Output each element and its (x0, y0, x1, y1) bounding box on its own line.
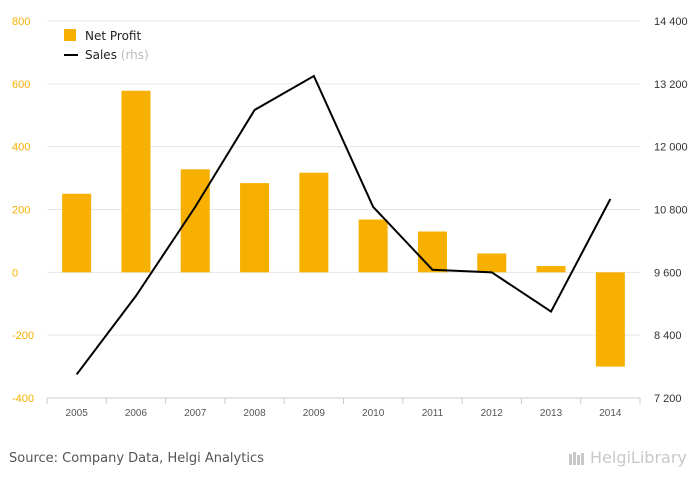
x-tick-label: 2008 (243, 408, 266, 419)
legend-rhs-suffix: (rhs) (121, 48, 149, 62)
right-tick-label: 10 800 (654, 205, 688, 217)
helgi-library-logo: HelgiLibrary (568, 448, 687, 467)
bar-net-profit (240, 183, 270, 273)
x-tick-label: 2012 (481, 408, 504, 419)
bar-net-profit (477, 253, 507, 273)
legend: Net Profit Sales (rhs) (64, 29, 149, 62)
logo-text: HelgiLibrary (590, 448, 687, 467)
legend-sales-label: Sales (rhs) (85, 48, 149, 62)
right-axis: 7 200 8 400 9 600 10 800 12 000 13 200 14 400 (654, 16, 688, 405)
legend-net-profit-label: Net Profit (85, 29, 141, 43)
right-tick-label: 8 400 (654, 330, 682, 342)
left-axis: -400 -200 0 200 400 600 800 (12, 16, 34, 405)
left-tick-label: -400 (12, 393, 34, 405)
right-tick-label: 12 000 (654, 142, 688, 154)
right-tick-label: 13 200 (654, 79, 688, 91)
bar-net-profit (62, 193, 92, 273)
chart: -400 -200 0 200 400 600 800 7 200 8 400 9 600 10 … (12, 16, 688, 419)
x-tick-label: 2013 (540, 408, 563, 419)
x-axis: 2005 2006 2007 2008 2009 2010 2011 2012 2013 2014 (66, 408, 622, 419)
left-tick-label: 200 (12, 205, 30, 217)
sales-line (75, 74, 612, 376)
x-tick-label: 2005 (66, 408, 89, 419)
x-tick-label: 2011 (422, 408, 444, 419)
bar-net-profit (595, 272, 625, 367)
bar-net-profit (417, 231, 447, 273)
right-tick-label: 9 600 (654, 267, 682, 279)
left-tick-label: 600 (12, 79, 30, 91)
left-tick-label: -200 (12, 330, 34, 342)
left-tick-label: 800 (12, 16, 30, 28)
bars (62, 90, 625, 367)
left-tick-label: 0 (12, 267, 18, 279)
legend-bar-swatch (64, 29, 76, 41)
x-tick-label: 2006 (125, 408, 148, 419)
bar-net-profit (121, 90, 151, 273)
source-note: Source: Company Data, Helgi Analytics (9, 451, 264, 466)
bar-net-profit (536, 266, 566, 273)
bar-net-profit (299, 172, 329, 273)
x-tick-label: 2009 (303, 408, 326, 419)
sales-line-group (75, 74, 612, 376)
bar-net-profit (358, 219, 388, 273)
library-icon (569, 451, 584, 465)
right-tick-label: 7 200 (654, 393, 682, 405)
left-tick-label: 400 (12, 142, 30, 154)
x-tick-label: 2007 (184, 408, 207, 419)
right-tick-label: 14 400 (654, 16, 688, 28)
x-tick-label: 2014 (599, 408, 622, 419)
x-tick-label: 2010 (362, 408, 385, 419)
